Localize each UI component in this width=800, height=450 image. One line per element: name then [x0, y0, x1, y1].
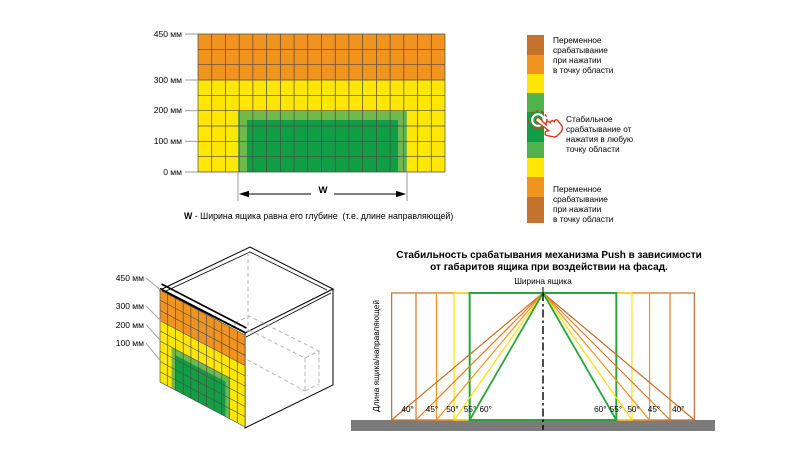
w-dimension-label: W: [318, 185, 328, 196]
angle-label-left: 40°: [401, 405, 414, 414]
push-chart-title: Стабильность срабатывания механизма Push…: [396, 250, 702, 273]
grid-y-axis-label: 450 мм: [153, 28, 182, 39]
angle-label-right: 50°: [627, 405, 640, 414]
iso-facade-grid: [159, 289, 246, 428]
w-caption-prefix: W: [184, 211, 193, 221]
angle-label-right: 40°: [672, 405, 685, 414]
iso-dimension-label: 200 мм: [115, 319, 144, 330]
grid-y-axis-label: 0 мм: [163, 166, 182, 177]
press-hand-icon: [528, 110, 564, 138]
facade-grid-diagram: [185, 33, 446, 201]
grid-y-axis-label: 200 мм: [153, 105, 182, 116]
push-chart-width-label: Ширина ящика: [514, 276, 572, 286]
w-caption: W - Ширина ящика равна его глубине (т.е.…: [184, 211, 453, 221]
grid-y-axis-label: 100 мм: [153, 135, 182, 146]
iso-dimension-label: 100 мм: [115, 338, 144, 349]
legend-text-variable-top: Переменное срабатывание при нажатии в то…: [553, 35, 614, 75]
angle-label-right: 45°: [647, 405, 661, 414]
push-stability-chart: [351, 287, 715, 431]
angle-label-left: 60°: [479, 405, 492, 414]
angle-label-right: 55°: [609, 405, 623, 414]
legend-strip: [527, 35, 564, 223]
legend-text-stable: Стабильное срабатывание от нажатия в люб…: [566, 114, 634, 154]
angle-label-left: 45°: [425, 405, 439, 414]
push-chart-y-axis-label: Длина ящика/направляющей: [371, 300, 381, 412]
angle-label-left: 55°: [463, 405, 477, 414]
grid-y-axis-label: 300 мм: [153, 74, 182, 85]
legend-text-variable-bottom: Переменное срабатывание при нажатии в то…: [553, 184, 614, 224]
iso-cabinet-diagram: [145, 246, 335, 429]
angle-label-left: 50°: [446, 405, 459, 414]
iso-dimension-label: 300 мм: [115, 300, 144, 311]
w-caption-text: - Ширина ящика равна его глубине (т.е. д…: [192, 211, 454, 221]
angle-label-right: 60°: [594, 405, 607, 414]
iso-dimension-label: 450 мм: [115, 273, 144, 283]
